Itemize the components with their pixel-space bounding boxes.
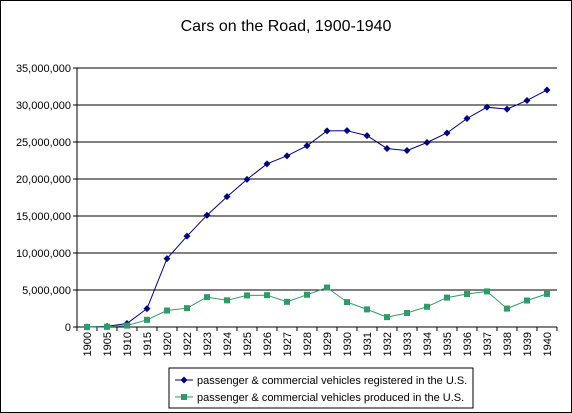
data-point-produced xyxy=(504,305,510,312)
data-point-registered xyxy=(143,305,151,313)
data-point-produced xyxy=(544,290,550,297)
y-tick-label: 20,000,000 xyxy=(16,174,71,186)
data-point-produced xyxy=(404,310,410,317)
data-point-registered xyxy=(543,86,551,94)
x-tick-label: 1922 xyxy=(182,332,194,356)
y-tick-label: 30,000,000 xyxy=(16,100,71,112)
data-point-registered xyxy=(263,160,271,168)
legend-label-2: passenger & commercial vehicles produced… xyxy=(197,392,464,404)
x-tick-label: 1920 xyxy=(162,332,174,356)
x-tick-label: 1923 xyxy=(202,332,214,356)
data-point-registered xyxy=(463,115,471,123)
axes xyxy=(73,67,558,331)
data-point-registered xyxy=(403,147,411,155)
data-point-registered xyxy=(523,96,531,104)
data-point-produced xyxy=(224,297,230,304)
data-point-produced xyxy=(184,305,190,312)
x-tick-label: 1931 xyxy=(362,332,374,356)
x-tick-label: 1940 xyxy=(542,332,554,356)
x-tick-label: 1934 xyxy=(422,332,434,356)
data-point-produced xyxy=(84,323,90,330)
series-line-1 xyxy=(86,89,548,328)
data-point-registered xyxy=(423,138,431,146)
chart-title: Cars on the Road, 1900-1940 xyxy=(181,18,392,35)
data-point-produced xyxy=(324,284,330,291)
data-point-produced xyxy=(304,291,310,298)
x-tick-label: 1936 xyxy=(462,332,474,356)
data-point-produced xyxy=(464,291,470,298)
x-tick-label: 1935 xyxy=(442,332,454,356)
data-point-registered xyxy=(183,232,191,240)
data-point-registered xyxy=(483,103,491,111)
x-tick-label: 1932 xyxy=(382,332,394,356)
data-point-produced xyxy=(244,292,250,299)
x-axis-tick-labels: 1900 1905 1910 1915 1920 1922 1923 1924 1925 1926… xyxy=(82,332,554,356)
data-point-produced xyxy=(104,323,110,330)
x-tick-label: 1939 xyxy=(522,332,534,356)
x-tick-label: 1900 xyxy=(82,332,94,356)
data-point-produced xyxy=(204,294,210,301)
data-point-produced xyxy=(264,292,270,299)
legend: passenger & commercial vehicles register… xyxy=(168,367,474,409)
data-point-produced xyxy=(364,306,370,313)
x-tick-label: 1926 xyxy=(262,332,274,356)
y-tick-label: 35,000,000 xyxy=(16,63,71,75)
data-point-produced xyxy=(124,322,130,329)
y-tick-label: 5,000,000 xyxy=(22,285,71,297)
x-tick-label: 1910 xyxy=(122,332,134,356)
legend-box xyxy=(168,367,474,409)
series xyxy=(83,86,551,331)
data-point-produced xyxy=(444,294,450,301)
x-tick-label: 1924 xyxy=(222,332,234,356)
y-tick-label: 0 xyxy=(65,322,71,334)
data-point-registered xyxy=(243,175,251,183)
x-tick-label: 1938 xyxy=(502,332,514,356)
x-tick-label: 1937 xyxy=(482,332,494,356)
data-point-registered xyxy=(503,105,511,113)
data-point-registered xyxy=(323,127,331,135)
data-point-produced xyxy=(164,307,170,314)
data-point-registered xyxy=(363,132,371,140)
x-tick-label: 1927 xyxy=(282,332,294,356)
data-point-produced xyxy=(524,297,530,304)
data-point-registered xyxy=(303,142,311,150)
legend-label-1: passenger & commercial vehicles register… xyxy=(197,375,467,387)
x-tick-label: 1929 xyxy=(322,332,334,356)
data-point-registered xyxy=(203,211,211,219)
legend-marker-registered xyxy=(180,376,188,384)
y-tick-label: 15,000,000 xyxy=(16,211,71,223)
x-tick-label: 1915 xyxy=(142,332,154,356)
y-tick-label: 10,000,000 xyxy=(16,248,71,260)
data-point-produced xyxy=(344,299,350,306)
data-point-produced xyxy=(144,316,150,323)
data-point-registered xyxy=(163,255,171,263)
data-point-produced xyxy=(484,288,490,295)
series-line-2 xyxy=(86,286,548,328)
x-tick-label: 1905 xyxy=(102,332,114,356)
data-point-produced xyxy=(424,303,430,310)
data-point-registered xyxy=(223,193,231,201)
data-point-produced xyxy=(284,298,290,305)
data-point-produced xyxy=(384,314,390,321)
data-point-registered xyxy=(383,145,391,153)
data-point-registered xyxy=(443,129,451,137)
data-point-registered xyxy=(283,152,291,160)
data-point-registered xyxy=(343,127,351,135)
y-axis-tick-labels: 0 5,000,000 10,000,000 15,000,000 20,000,000… xyxy=(16,63,71,334)
x-tick-label: 1933 xyxy=(402,332,414,356)
x-tick-label: 1930 xyxy=(342,332,354,356)
legend-marker-produced xyxy=(181,394,187,400)
gridlines xyxy=(77,67,557,291)
x-tick-label: 1928 xyxy=(302,332,314,356)
x-tick-label: 1925 xyxy=(242,332,254,356)
y-tick-label: 25,000,000 xyxy=(16,137,71,149)
